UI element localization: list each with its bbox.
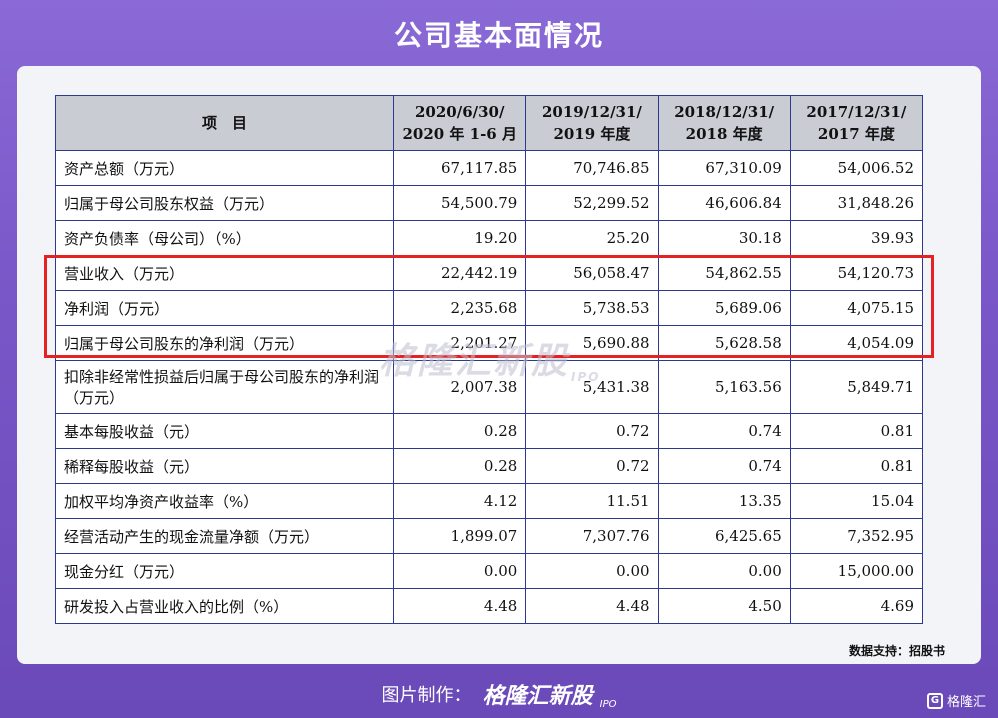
cell-value: 0.72 xyxy=(525,448,659,484)
footer-label: 图片制作： xyxy=(381,685,472,706)
cell-value: 22,442.19 xyxy=(393,255,527,291)
cell-value: 0.81 xyxy=(789,448,924,484)
cell-value: 0.00 xyxy=(393,553,527,589)
table-row: 研发投入占营业收入的比例（%） 4.48 4.48 4.50 4.69 xyxy=(54,588,924,624)
financial-table: 项 目 2020/6/30/2020 年 1-6 月 2019/12/31/20… xyxy=(54,95,924,624)
table-row: 经营活动产生的现金流量净额（万元） 1,899.07 7,307.76 6,42… xyxy=(54,518,924,554)
cell-value: 5,689.06 xyxy=(657,290,791,326)
cell-value: 0.00 xyxy=(657,553,791,589)
cell-value: 1,899.07 xyxy=(393,518,527,554)
cell-value: 0.74 xyxy=(657,448,791,484)
cell-value: 7,307.76 xyxy=(525,518,659,554)
header-col-2018: 2018/12/31/2018 年度 xyxy=(657,95,791,151)
cell-value: 30.18 xyxy=(657,220,791,256)
cell-value: 67,310.09 xyxy=(657,150,791,186)
footer-ipo-tag: IPO xyxy=(599,699,617,710)
corner-logo: G 格隆汇 xyxy=(926,691,986,710)
row-label: 资产负债率（母公司）（%） xyxy=(54,220,395,256)
table-row: 扣除非经常性损益后归属于母公司股东的净利润（万元） 2,007.38 5,431… xyxy=(54,360,924,414)
cell-value: 5,163.56 xyxy=(657,360,791,414)
row-label: 归属于母公司股东权益（万元） xyxy=(54,185,395,221)
cell-value: 4.48 xyxy=(393,588,527,624)
brand-g-icon: G xyxy=(926,692,943,709)
row-label: 扣除非经常性损益后归属于母公司股东的净利润（万元） xyxy=(54,360,395,414)
cell-value: 13.35 xyxy=(657,483,791,519)
cell-value: 52,299.52 xyxy=(525,185,659,221)
footer-brand-logo: 格隆汇新股 xyxy=(482,684,593,709)
row-label: 净利润（万元） xyxy=(54,290,395,326)
header-col-2019: 2019/12/31/2019 年度 xyxy=(525,95,659,151)
header-col-2020h1: 2020/6/30/2020 年 1-6 月 xyxy=(393,95,527,151)
cell-value: 0.00 xyxy=(525,553,659,589)
cell-value: 11.51 xyxy=(525,483,659,519)
watermark: 格隆汇新股 IPO xyxy=(379,341,601,384)
cell-value: 4.12 xyxy=(393,483,527,519)
cell-value: 4,075.15 xyxy=(789,290,924,326)
cell-value: 19.20 xyxy=(393,220,527,256)
cell-value: 31,848.26 xyxy=(789,185,924,221)
row-label: 现金分红（万元） xyxy=(54,553,395,589)
table-row: 归属于母公司股东权益（万元） 54,500.79 52,299.52 46,60… xyxy=(54,185,924,221)
table-row: 资产负债率（母公司）（%） 19.20 25.20 30.18 39.93 xyxy=(54,220,924,256)
cell-value: 0.72 xyxy=(525,413,659,449)
cell-value: 4,054.09 xyxy=(789,325,924,361)
table-row: 资产总额（万元） 67,117.85 70,746.85 67,310.09 5… xyxy=(54,150,924,186)
cell-value: 5,431.38 xyxy=(525,360,659,414)
cell-value: 54,862.55 xyxy=(657,255,791,291)
cell-value: 4.50 xyxy=(657,588,791,624)
corner-logo-text: 格隆汇 xyxy=(946,695,986,710)
row-label: 稀释每股收益（元） xyxy=(54,448,395,484)
table-header-row: 项 目 2020/6/30/2020 年 1-6 月 2019/12/31/20… xyxy=(54,95,924,151)
cell-value: 56,058.47 xyxy=(525,255,659,291)
cell-value: 0.81 xyxy=(789,413,924,449)
row-label: 经营活动产生的现金流量净额（万元） xyxy=(54,518,395,554)
cell-value: 54,120.73 xyxy=(789,255,924,291)
cell-value: 39.93 xyxy=(789,220,924,256)
cell-value: 67,117.85 xyxy=(393,150,527,186)
cell-value: 5,738.53 xyxy=(525,290,659,326)
table-row: 基本每股收益（元） 0.28 0.72 0.74 0.81 xyxy=(54,413,924,449)
cell-value: 4.69 xyxy=(789,588,924,624)
table-row: 加权平均净资产收益率（%） 4.12 11.51 13.35 15.04 xyxy=(54,483,924,519)
cell-value: 2,235.68 xyxy=(393,290,527,326)
table-row: 营业收入（万元） 22,442.19 56,058.47 54,862.55 5… xyxy=(54,255,924,291)
page-title: 公司基本面情况 xyxy=(393,19,604,52)
cell-value: 54,500.79 xyxy=(393,185,527,221)
cell-value: 7,352.95 xyxy=(789,518,924,554)
cell-value: 5,849.71 xyxy=(789,360,924,414)
row-label: 研发投入占营业收入的比例（%） xyxy=(54,588,395,624)
row-label: 营业收入（万元） xyxy=(54,255,395,291)
cell-value: 46,606.84 xyxy=(657,185,791,221)
cell-value: 0.74 xyxy=(657,413,791,449)
row-label: 加权平均净资产收益率（%） xyxy=(54,483,395,519)
cell-value: 15.04 xyxy=(789,483,924,519)
cell-value: 0.28 xyxy=(393,448,527,484)
cell-value: 5,628.58 xyxy=(657,325,791,361)
table-row: 稀释每股收益（元） 0.28 0.72 0.74 0.81 xyxy=(54,448,924,484)
cell-value: 25.20 xyxy=(525,220,659,256)
table-row: 现金分红（万元） 0.00 0.00 0.00 15,000.00 xyxy=(54,553,924,589)
row-label: 资产总额（万元） xyxy=(54,150,395,186)
row-label: 基本每股收益（元） xyxy=(54,413,395,449)
header-col-2017: 2017/12/31/2017 年度 xyxy=(789,95,924,151)
row-label: 归属于母公司股东的净利润（万元） xyxy=(54,325,395,361)
cell-value: 54,006.52 xyxy=(789,150,924,186)
header-item: 项 目 xyxy=(54,95,395,151)
cell-value: 0.28 xyxy=(393,413,527,449)
cell-value: 4.48 xyxy=(525,588,659,624)
footer: 图片制作： 格隆汇新股 IPO xyxy=(0,678,998,710)
content-card: 项 目 2020/6/30/2020 年 1-6 月 2019/12/31/20… xyxy=(17,66,981,664)
cell-value: 15,000.00 xyxy=(789,553,924,589)
cell-value: 6,425.65 xyxy=(657,518,791,554)
data-source: 数据支持：招股书 xyxy=(848,644,945,658)
cell-value: 70,746.85 xyxy=(525,150,659,186)
cell-value: 2,007.38 xyxy=(393,360,527,414)
table-row: 净利润（万元） 2,235.68 5,738.53 5,689.06 4,075… xyxy=(54,290,924,326)
